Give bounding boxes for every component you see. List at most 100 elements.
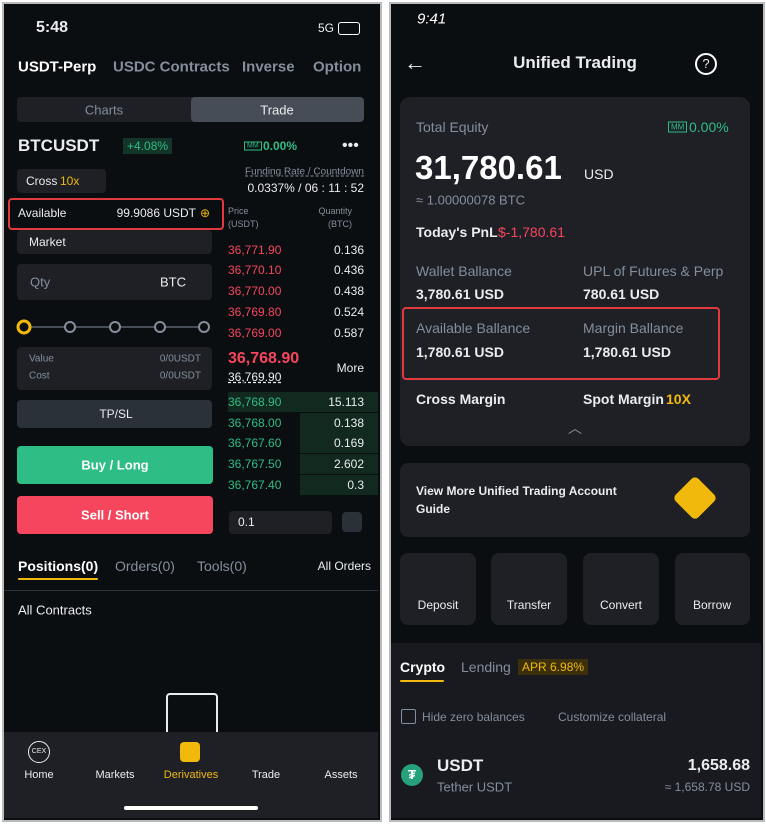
margin-mode: Cross xyxy=(26,174,58,188)
buy-button[interactable] xyxy=(17,446,213,484)
cross-margin[interactable]: Cross Margin xyxy=(416,391,506,407)
toggle-option[interactable]: Trade xyxy=(260,102,294,118)
spot-margin[interactable]: Spot Margin xyxy=(583,391,664,407)
checkbox[interactable] xyxy=(401,709,416,724)
book-price: 36,767.60 xyxy=(228,436,282,450)
layout-icon[interactable] xyxy=(342,512,362,532)
cex-icon: CEX xyxy=(28,741,50,763)
tab[interactable]: USDT-Perp xyxy=(18,58,97,76)
nav-label[interactable]: Markets xyxy=(95,769,135,781)
wallet-value: 3,780.61 USD xyxy=(416,286,504,302)
add-icon[interactable]: ⊕ xyxy=(200,206,211,220)
slider[interactable] xyxy=(14,317,214,337)
mm-value: 0.00% xyxy=(689,119,729,135)
tab[interactable]: Crypto xyxy=(400,659,446,675)
asset-usd: ≈ 1,658.78 USD xyxy=(664,780,750,794)
time: 5:48 xyxy=(36,19,69,36)
action-button[interactable] xyxy=(583,553,659,625)
tab[interactable]: Lending xyxy=(461,659,511,675)
bottom-tab[interactable]: Positions(0) xyxy=(18,558,99,574)
order-type: Market xyxy=(29,235,66,249)
depth-bar xyxy=(300,413,378,433)
book-price: 36,767.50 xyxy=(228,457,282,471)
book-qty: 0.524 xyxy=(333,305,364,319)
action-button[interactable] xyxy=(491,553,567,625)
funding-label: Funding Rate / Countdown xyxy=(245,166,364,178)
value-label: Value xyxy=(29,353,54,365)
upl-label: UPL of Futures & Perp xyxy=(583,263,724,279)
nav-label[interactable]: Assets xyxy=(324,769,358,781)
qty-placeholder: Qty xyxy=(30,274,51,290)
change: +4.08% xyxy=(123,138,173,154)
all-orders[interactable]: All Orders xyxy=(317,559,371,573)
more-icon[interactable]: ••• xyxy=(342,137,359,154)
cost: 0/0USDT xyxy=(159,370,201,382)
tab-underline xyxy=(18,578,98,580)
action-button[interactable] xyxy=(675,553,750,625)
highlight-box xyxy=(8,198,224,230)
book-price: 36,768.00 xyxy=(228,416,282,430)
value-box xyxy=(17,347,212,390)
mark-price: 36,769.90 xyxy=(228,370,282,384)
tab[interactable]: Inverse xyxy=(242,58,295,76)
sell-button[interactable] xyxy=(17,496,213,534)
action-label: Borrow xyxy=(692,598,732,612)
tpsl-button[interactable] xyxy=(17,400,212,428)
book-qty: 15.113 xyxy=(328,395,364,409)
price-header: Price xyxy=(228,206,249,216)
available-label: Available xyxy=(18,206,67,220)
qty-unit: (BTC) xyxy=(328,219,352,229)
toggle-option[interactable]: Charts xyxy=(84,102,124,118)
help[interactable]: ? xyxy=(695,53,717,75)
price-unit: (USDT) xyxy=(228,219,259,229)
asset-symbol: USDT xyxy=(437,756,484,775)
pnl-value[interactable]: $-1,780.61 xyxy=(498,224,565,240)
book-price: 36,770.00 xyxy=(228,284,282,298)
bottom-tab[interactable]: Orders(0) xyxy=(115,558,175,574)
customize[interactable]: Customize collateral xyxy=(558,710,667,724)
available-value: 1,780.61 USD xyxy=(416,344,504,360)
funding-value: 0.0337% / 06 : 11 : 52 xyxy=(247,181,364,195)
precision-select[interactable] xyxy=(229,511,332,534)
divider xyxy=(4,590,378,591)
tpsl: TP/SL xyxy=(99,407,133,421)
nav-label[interactable]: Derivatives xyxy=(163,769,219,781)
book-qty: 0.3 xyxy=(347,478,364,492)
toggle-active xyxy=(191,97,364,122)
depth-bar xyxy=(228,392,378,412)
tab[interactable]: USDC Contracts xyxy=(113,58,230,76)
book-qty: 0.438 xyxy=(333,284,364,298)
book-qty: 0.136 xyxy=(333,243,364,257)
order-type-select[interactable] xyxy=(17,230,212,254)
action-label: Deposit xyxy=(417,598,459,612)
action-button[interactable] xyxy=(400,553,476,625)
filter[interactable]: All Contracts xyxy=(18,602,92,618)
action-label: Convert xyxy=(599,598,643,612)
back[interactable]: ← xyxy=(404,50,426,75)
cross-select[interactable] xyxy=(17,169,106,193)
asset-name: Tether USDT xyxy=(437,779,513,795)
depth-bar xyxy=(300,475,378,495)
symbol[interactable]: BTCUSDT xyxy=(18,136,100,155)
cost-label: Cost xyxy=(29,370,50,382)
precision: 0.1 xyxy=(238,515,255,529)
qty-header: Quantity xyxy=(318,206,352,216)
last-price: 36,768.90 xyxy=(228,350,300,367)
currency[interactable]: USD xyxy=(584,166,614,182)
collapse[interactable]: ︿ xyxy=(568,420,582,436)
derivatives-icon xyxy=(180,742,200,762)
nav-label[interactable]: Trade xyxy=(251,769,281,781)
qty-input[interactable] xyxy=(17,264,212,300)
mm-value: 0.00% xyxy=(263,139,298,153)
nav-label[interactable]: Home xyxy=(24,769,54,781)
depth-bar xyxy=(300,454,378,474)
book-price: 36,767.40 xyxy=(228,478,282,492)
empty-icon xyxy=(166,693,218,737)
apr-badge: APR 6.98% xyxy=(518,659,589,675)
bottom-tab[interactable]: Tools(0) xyxy=(197,558,247,574)
value: 0/0USDT xyxy=(159,353,201,365)
more[interactable]: More xyxy=(336,361,364,375)
tab[interactable]: Option xyxy=(313,58,362,76)
battery xyxy=(338,22,360,35)
book-price: 36,771.90 xyxy=(228,243,282,257)
